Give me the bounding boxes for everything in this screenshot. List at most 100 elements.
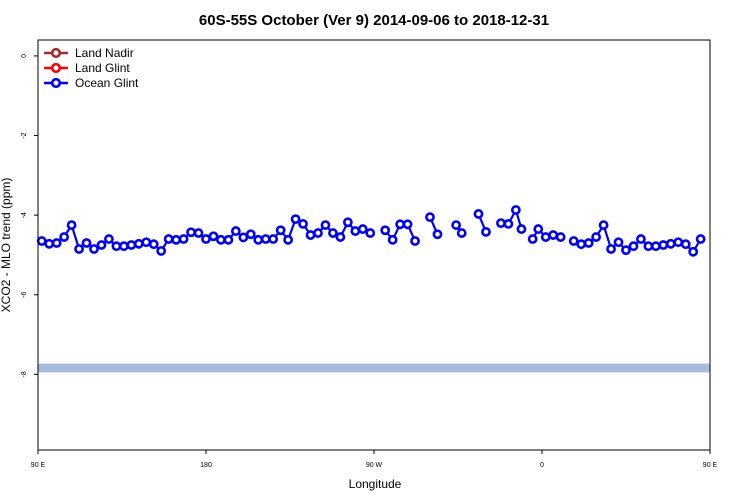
x-tick-label: 90 E (31, 462, 46, 469)
data-point (335, 232, 346, 242)
data-point (275, 225, 286, 236)
data-point (298, 219, 308, 229)
data-point (118, 241, 129, 252)
chart-title: 60S-55S October (Ver 9) 2014-09-06 to 20… (199, 12, 549, 29)
data-point (688, 246, 699, 257)
data-point (516, 224, 527, 234)
data-point (148, 239, 159, 250)
data-point (591, 232, 602, 242)
data-point (533, 224, 544, 234)
data-point (328, 228, 338, 238)
data-point (81, 238, 92, 248)
data-point (395, 219, 406, 230)
data-point (695, 234, 706, 244)
data-point (111, 241, 122, 252)
y-tick-label: -2 (21, 132, 28, 138)
data-point (576, 239, 587, 250)
data-point (74, 244, 84, 254)
data-point (583, 238, 594, 248)
y-tick-label: -4 (21, 212, 28, 218)
data-point (481, 226, 491, 237)
data-point (665, 238, 676, 249)
x-axis: 90 E 180 90 W 0 90 E (31, 450, 718, 469)
data-point (555, 232, 566, 242)
x-axis-label: Longitude (349, 477, 402, 491)
data-point (425, 212, 435, 223)
data-point (650, 241, 661, 252)
data-point (548, 230, 559, 240)
data-point (643, 241, 654, 252)
data-point (680, 239, 691, 250)
data-point (628, 241, 639, 252)
reference-band (38, 363, 710, 373)
data-point (245, 229, 256, 240)
data-point (606, 244, 616, 254)
data-point (141, 237, 152, 248)
data-point (473, 209, 484, 219)
data-point (540, 232, 551, 242)
data-point (230, 226, 241, 236)
data-point (342, 217, 353, 228)
data-point (387, 234, 398, 245)
legend-marker (50, 77, 62, 89)
y-axis-label: XCO2 - MLO trend (ppm) (0, 178, 13, 313)
data-point (503, 219, 514, 229)
band-layer (38, 363, 710, 373)
series-layer (36, 205, 706, 257)
x-tick-label: 90 W (366, 462, 383, 469)
data-point (402, 219, 413, 230)
data-point (260, 234, 271, 244)
legend-marker (50, 62, 62, 74)
data-point (133, 238, 144, 249)
data-point (126, 240, 137, 250)
data-point (223, 234, 234, 245)
data-point (658, 240, 669, 250)
data-point (66, 220, 77, 230)
data-point (380, 225, 391, 236)
data-point (432, 229, 443, 240)
data-point (527, 234, 538, 244)
data-point (59, 232, 70, 242)
data-point (357, 224, 368, 234)
data-point (568, 236, 579, 246)
legend-label: Land Glint (75, 61, 130, 75)
data-point (410, 236, 420, 246)
y-tick-label: -8 (21, 371, 28, 377)
legend-label: Ocean Glint (75, 76, 139, 90)
legend-label: Land Nadir (75, 46, 134, 60)
data-point (44, 238, 55, 249)
data-point (673, 237, 684, 248)
data-point (451, 220, 462, 230)
data-point (104, 234, 114, 244)
data-point (186, 227, 196, 238)
data-point (290, 214, 301, 225)
data-point (89, 244, 99, 254)
y-tick-label: -6 (21, 292, 28, 298)
data-point (496, 218, 506, 229)
data-point (320, 220, 331, 230)
data-point (268, 234, 279, 244)
y-tick-label: 0 (21, 54, 28, 58)
data-point (613, 237, 624, 248)
x-tick-label: 0 (540, 462, 544, 469)
data-point (305, 230, 316, 240)
data-point (156, 246, 167, 256)
x-tick-label: 90 E (703, 462, 718, 469)
data-point (36, 236, 47, 246)
data-point (283, 234, 294, 245)
data-point (456, 228, 467, 238)
data-point (510, 205, 521, 215)
data-point (193, 228, 204, 238)
data-point (253, 234, 264, 245)
data-point (96, 240, 107, 250)
data-point (238, 232, 249, 243)
data-point (365, 228, 376, 238)
data-point (171, 234, 182, 245)
legend-marker (50, 47, 62, 59)
x-tick-label: 180 (200, 462, 212, 469)
data-point (163, 234, 174, 244)
data-point (51, 238, 62, 248)
data-point (598, 220, 609, 230)
